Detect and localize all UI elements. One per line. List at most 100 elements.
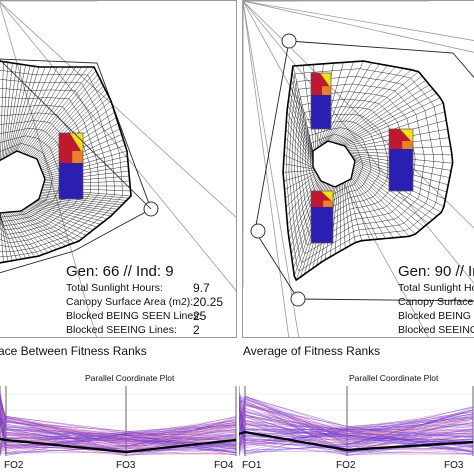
left-stat-value-3: 2 (193, 323, 200, 337)
right-design-viewport: Gen: 90 // Ind: 9 Total Sunlight Hours: … (242, 0, 474, 338)
pc-individual-line (239, 415, 474, 447)
mesh-radial-line (324, 63, 380, 144)
mesh-radial-line (339, 183, 342, 252)
pc-individual-line (239, 429, 474, 456)
mesh-radial-line (352, 169, 425, 228)
guide-line (0, 1, 236, 292)
pc-individual-line (239, 402, 474, 434)
mesh-radial-line (2, 212, 26, 259)
mesh-radial-line (31, 203, 101, 225)
mesh-radial-line (302, 65, 315, 151)
mesh-radial-line (347, 180, 370, 241)
left-axis-label-0: FO2 (4, 460, 24, 471)
support-outline (0, 58, 152, 274)
analysis-panel-warm (322, 86, 331, 95)
pc-individual-line (0, 424, 237, 454)
pc-individual-line (239, 399, 474, 452)
mesh-radial-line (328, 68, 404, 142)
guide-line (243, 1, 474, 41)
mesh-radial-line (332, 71, 419, 143)
mesh-radial-line (29, 204, 97, 228)
mesh-ring-line (291, 83, 425, 255)
left-stat-label-1: Canopy Surface Area (m2): (66, 296, 194, 308)
mesh-ring-line (0, 97, 99, 244)
pc-individual-line (0, 428, 237, 456)
mesh-radial-line (35, 93, 108, 159)
mesh-radial-line (7, 64, 26, 157)
mesh-radial-line (43, 180, 130, 185)
mesh-radial-line (43, 175, 130, 184)
mesh-radial-line (17, 66, 64, 152)
mesh-radial-line (32, 203, 104, 222)
mesh-radial-line (21, 210, 75, 243)
mesh-radial-line (322, 61, 364, 145)
canopy-hole-edge (0, 150, 46, 214)
mesh-radial-line (353, 167, 429, 224)
mesh-radial-line (339, 93, 437, 145)
canopy-outer-edge (0, 60, 132, 264)
mesh-radial-line (0, 212, 4, 263)
mesh-radial-line (283, 170, 315, 173)
mesh-radial-line (290, 85, 314, 156)
mesh-radial-line (341, 97, 441, 146)
mesh-radial-line (16, 211, 62, 248)
mesh-radial-line (0, 212, 22, 260)
mesh-radial-line (44, 160, 128, 179)
pc-individual-line (239, 406, 474, 446)
mesh-radial-line (285, 175, 318, 208)
mesh-radial-line (349, 179, 378, 240)
mesh-radial-line (352, 170, 420, 231)
right-stat-label-3: Blocked SEEING Lines: (398, 324, 474, 336)
mesh-ring-line (310, 134, 364, 195)
mesh-radial-line (351, 175, 402, 238)
pc-individual-line (0, 415, 237, 455)
mesh-radial-line (1, 62, 9, 160)
mesh-radial-line (22, 209, 80, 242)
mesh-ring-line (288, 76, 435, 263)
mesh-radial-line (41, 191, 127, 201)
pc-individual-line (0, 420, 237, 438)
mesh-radial-line (342, 102, 444, 146)
analysis-panel-warm (72, 151, 83, 163)
pc-individual-line (239, 404, 474, 438)
guide-line (243, 1, 474, 284)
right-pc-title: Parallel Coordinate Plot (349, 374, 439, 383)
mesh-radial-line (12, 211, 53, 252)
mesh-radial-line (345, 181, 356, 243)
mesh-radial-line (0, 61, 4, 161)
mesh-ring-line (305, 120, 380, 211)
mesh-radial-line (285, 137, 314, 166)
mesh-radial-line (41, 190, 129, 199)
mesh-radial-line (283, 154, 314, 169)
mesh-radial-line (40, 194, 123, 206)
mesh-ring-line (0, 88, 107, 248)
mesh-radial-line (335, 80, 426, 144)
mesh-radial-line (285, 173, 318, 199)
mesh-ring-line (0, 104, 91, 239)
analysis-panel-peak (399, 129, 413, 143)
mesh-ring-line (0, 69, 124, 258)
mesh-radial-line (31, 81, 102, 157)
right-canopy-drawing (243, 1, 474, 337)
mesh-radial-line (39, 196, 120, 208)
mesh-radial-line (14, 211, 57, 250)
guide-line (0, 1, 236, 218)
mesh-radial-line (11, 66, 40, 155)
right-section-title: Average of Fitness Ranks (243, 344, 381, 358)
mesh-radial-line (288, 179, 321, 233)
pc-individual-line (239, 419, 474, 453)
mesh-radial-line (43, 150, 128, 176)
mesh-radial-line (5, 212, 35, 257)
mesh-radial-line (350, 178, 386, 239)
mesh-radial-line (35, 201, 112, 217)
right-parallel-coordinate-plot: Parallel Coordinate Plot FO1 FO2 FO3 (239, 374, 474, 474)
guide-line (0, 3, 97, 337)
mesh-radial-line (37, 97, 110, 160)
mesh-radial-line (334, 184, 340, 255)
mesh-radial-line (43, 155, 128, 177)
analysis-panel-peak (320, 191, 333, 203)
mesh-radial-line (351, 174, 410, 237)
mesh-radial-line (38, 199, 116, 212)
mesh-radial-line (21, 66, 82, 154)
mesh-radial-line (320, 61, 354, 146)
